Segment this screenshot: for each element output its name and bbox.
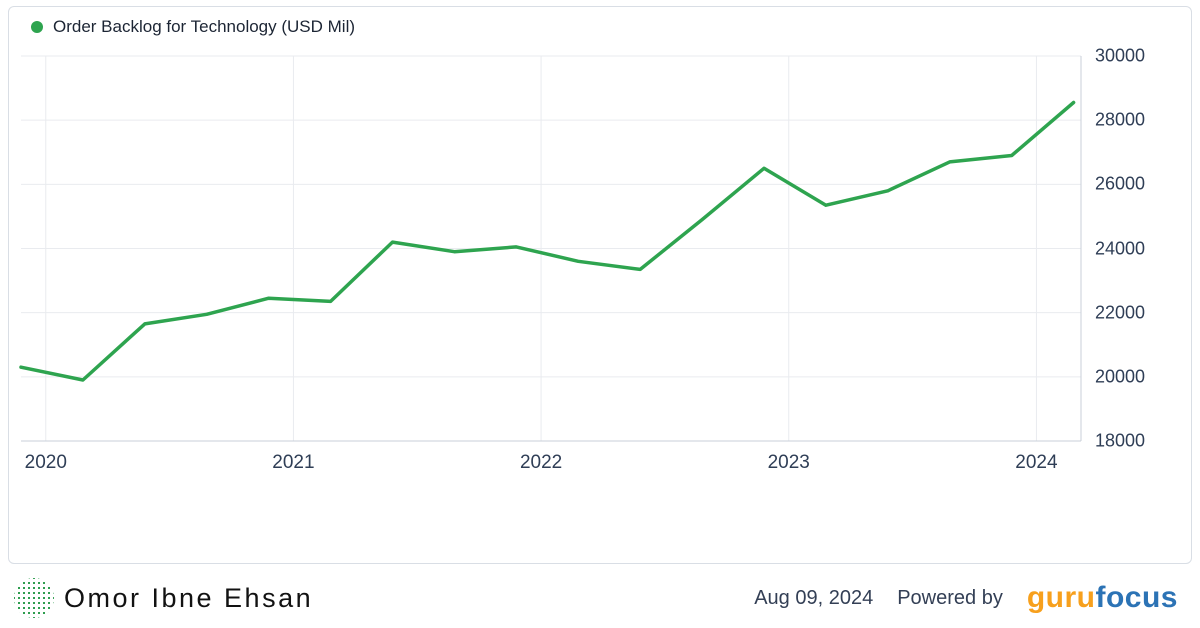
powered-by-label: Powered by [897,586,1003,609]
y-tick-label: 30000 [1095,45,1146,66]
footer: Omor Ibne Ehsan Aug 09, 2024 Powered by … [0,570,1200,626]
gurufocus-logo[interactable]: gurufocus [1027,583,1178,613]
gurufocus-logo-guru: guru [1026,581,1096,614]
chart-legend[interactable]: Order Backlog for Technology (USD Mil) [31,17,355,37]
y-tick-label: 28000 [1095,109,1146,130]
y-tick-label: 22000 [1095,302,1146,323]
author-credit: Omor Ibne Ehsan [14,578,313,618]
x-tick-label: 2022 [519,452,563,473]
plot-area: 18000 20000 22000 24000 26000 28000 30000 2020… [19,46,1145,473]
chart-date: Aug 09, 2024 [754,586,874,609]
chart-card: Order Backlog for Technology (USD Mil) 1… [8,6,1192,564]
legend-marker-icon [31,21,43,33]
credits: Aug 09, 2024 Powered by gurufocus [754,583,1178,613]
line-chart [19,55,1082,442]
x-tick-label: 2024 [1015,452,1058,473]
x-tick-label: 2023 [767,452,810,473]
author-logo-icon [14,578,54,618]
gurufocus-logo-focus: focus [1095,581,1178,614]
x-tick-label: 2021 [272,452,315,473]
y-tick-label: 18000 [1095,430,1146,451]
y-tick-label: 24000 [1095,238,1146,258]
legend-label: Order Backlog for Technology (USD Mil) [53,17,356,36]
x-tick-label: 2020 [24,452,67,473]
y-tick-label: 20000 [1095,366,1146,387]
y-tick-label: 26000 [1095,173,1146,194]
author-name: Omor Ibne Ehsan [64,582,314,613]
